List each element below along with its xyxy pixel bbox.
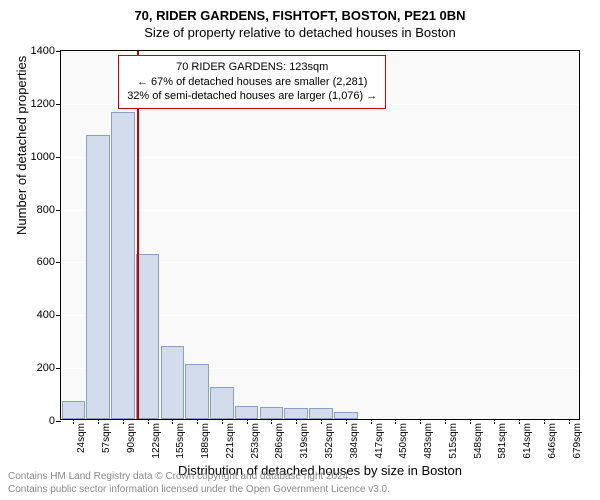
x-tick-label: 57sqm: [101, 423, 112, 453]
x-tick-label: 188sqm: [200, 423, 211, 459]
y-tick-label: 0: [49, 415, 55, 427]
x-tick-label: 122sqm: [151, 423, 162, 459]
footer-line: Contains public sector information licen…: [8, 483, 390, 496]
x-tick-label: 286sqm: [274, 423, 285, 459]
histogram-bar: [334, 412, 358, 419]
y-tick-label: 600: [37, 256, 55, 268]
y-tick-label: 1200: [31, 98, 55, 110]
x-tick-label: 581sqm: [497, 423, 508, 459]
annotation-line: 32% of semi-detached houses are larger (…: [127, 89, 377, 104]
x-tick-label: 679sqm: [572, 423, 583, 459]
y-tick-label: 1400: [31, 45, 55, 57]
y-tick-label: 200: [37, 362, 55, 374]
x-tick-label: 450sqm: [398, 423, 409, 459]
x-tick-label: 515sqm: [448, 423, 459, 459]
histogram-bar: [185, 364, 209, 420]
x-tick-label: 384sqm: [349, 423, 360, 459]
histogram-bar: [62, 401, 86, 420]
x-tick-label: 24sqm: [76, 423, 87, 453]
x-tick-label: 417sqm: [374, 423, 385, 459]
x-tick-label: 352sqm: [324, 423, 335, 459]
histogram-bar: [210, 387, 234, 419]
x-tick-label: 614sqm: [522, 423, 533, 459]
x-tick-label: 548sqm: [473, 423, 484, 459]
annotation-line: ← 67% of detached houses are smaller (2,…: [127, 75, 377, 90]
x-tick-label: 253sqm: [250, 423, 261, 459]
histogram-bar: [161, 346, 185, 419]
y-tick-label: 1000: [31, 151, 55, 163]
y-axis-title: Number of detached properties: [14, 56, 29, 235]
x-tick-label: 483sqm: [423, 423, 434, 459]
plot-area: 24sqm57sqm90sqm122sqm155sqm188sqm221sqm2…: [60, 50, 580, 420]
histogram-bar: [284, 408, 308, 419]
gridline: [61, 421, 579, 422]
footer-line: Contains HM Land Registry data © Crown c…: [8, 470, 390, 483]
chart-title: 70, RIDER GARDENS, FISHTOFT, BOSTON, PE2…: [0, 8, 600, 23]
histogram-bar: [235, 406, 259, 419]
histogram-bar: [86, 135, 110, 419]
x-tick-label: 646sqm: [547, 423, 558, 459]
histogram-bar: [309, 408, 333, 419]
histogram-bar: [111, 112, 135, 419]
y-tick-label: 800: [37, 204, 55, 216]
annotation-line: 70 RIDER GARDENS: 123sqm: [127, 60, 377, 75]
annotation-box: 70 RIDER GARDENS: 123sqm← 67% of detache…: [118, 55, 386, 110]
x-tick-label: 319sqm: [299, 423, 310, 459]
footer-attribution: Contains HM Land Registry data © Crown c…: [8, 470, 390, 496]
x-tick-label: 90sqm: [126, 423, 137, 453]
chart-subtitle: Size of property relative to detached ho…: [0, 25, 600, 40]
chart-title-block: 70, RIDER GARDENS, FISHTOFT, BOSTON, PE2…: [0, 8, 600, 40]
x-tick-label: 155sqm: [175, 423, 186, 459]
histogram-chart: 70, RIDER GARDENS, FISHTOFT, BOSTON, PE2…: [0, 0, 600, 500]
histogram-bar: [260, 407, 284, 419]
x-tick-label: 221sqm: [225, 423, 236, 459]
y-tick-label: 400: [37, 309, 55, 321]
